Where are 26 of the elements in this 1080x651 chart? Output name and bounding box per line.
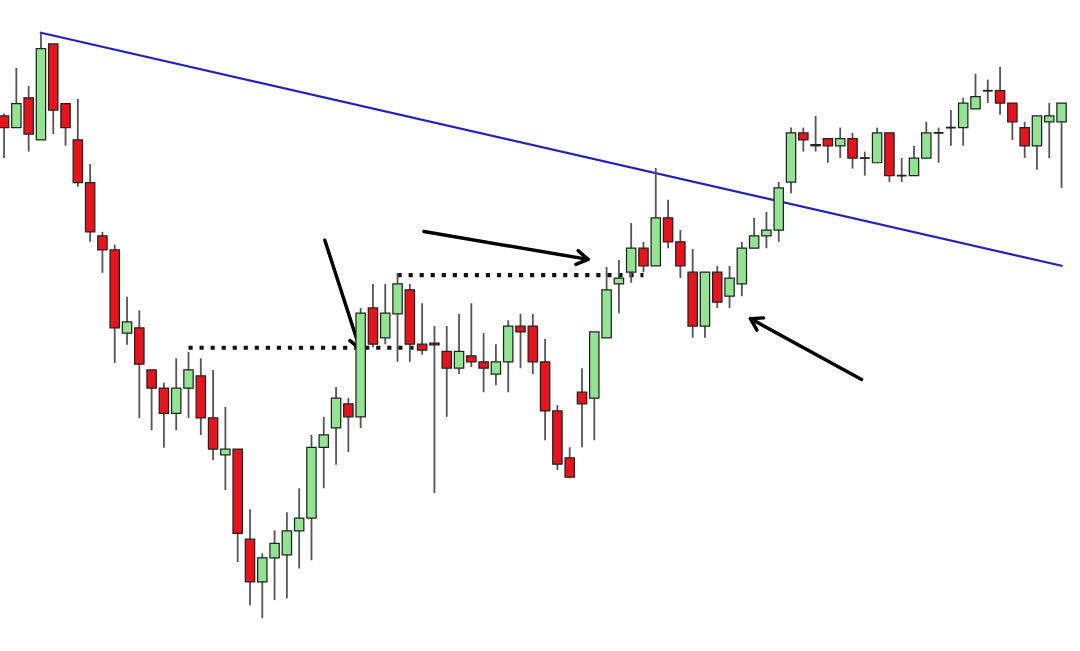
candlestick xyxy=(121,295,133,346)
candlestick xyxy=(613,259,625,315)
candlestick xyxy=(895,157,908,183)
candlestick xyxy=(994,65,1006,116)
candlestick xyxy=(798,126,809,153)
candlestick xyxy=(662,198,674,250)
candlestick xyxy=(945,109,957,147)
candlestick xyxy=(748,216,760,250)
candlestick xyxy=(1019,120,1030,159)
candlestick xyxy=(576,367,588,449)
candlestick xyxy=(146,369,157,432)
candlestick xyxy=(416,302,428,356)
candlestick xyxy=(981,78,994,104)
candlestick xyxy=(1007,102,1018,141)
candlestick xyxy=(453,312,465,375)
candlestick xyxy=(281,511,293,600)
candlestick xyxy=(490,343,502,387)
candlestick xyxy=(429,325,440,494)
candlestick xyxy=(293,487,305,570)
candlestick xyxy=(822,137,834,164)
candlestick xyxy=(441,325,453,418)
candlestick xyxy=(908,144,920,177)
candlestick xyxy=(0,112,10,159)
candlestick xyxy=(932,126,945,164)
candlestick xyxy=(858,150,871,177)
candlestick xyxy=(810,115,821,153)
